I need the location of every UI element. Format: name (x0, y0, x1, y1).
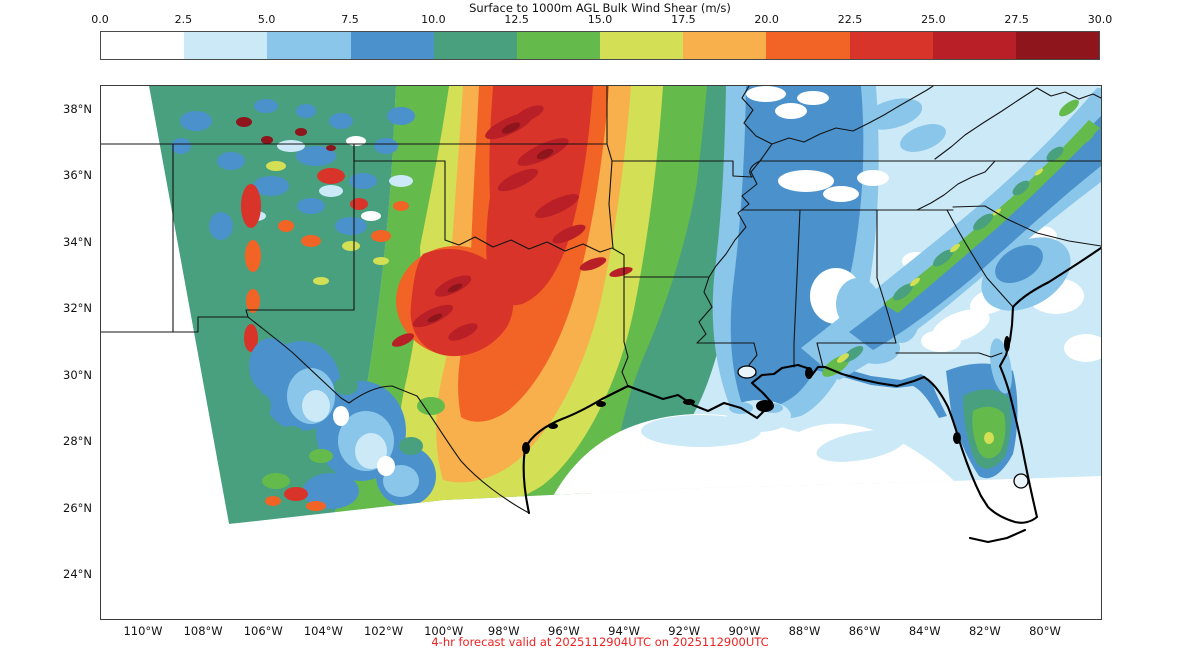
x-tick-label: 92°W (668, 624, 701, 638)
colorbar-tick-label: 25.0 (921, 13, 946, 26)
y-tick-label: 26°N (63, 500, 92, 515)
x-tick-label: 96°W (548, 624, 580, 638)
coastline (522, 246, 1101, 544)
y-tick-label: 28°N (63, 434, 92, 449)
colorbar-tick-label: 2.5 (174, 13, 193, 26)
x-tick-label: 104°W (303, 624, 343, 638)
colorbar-tick-label: 17.5 (671, 13, 696, 26)
x-tick-label: 110°W (123, 624, 163, 638)
x-tick-label: 86°W (848, 624, 881, 638)
x-tick-label: 98°W (487, 624, 520, 638)
colorbar-segment (932, 32, 1016, 59)
colorbar-tick-label: 30.0 (1087, 13, 1113, 26)
y-tick-label: 32°N (63, 301, 92, 316)
plot-title: Surface to 1000m AGL Bulk Wind Shear (m/… (469, 1, 731, 15)
x-tick-label: 102°W (363, 624, 404, 638)
x-tick-label: 82°W (968, 624, 1001, 638)
x-tick-label: 80°W (1029, 624, 1061, 638)
colorbar-tick-label: 10.0 (421, 13, 446, 26)
colorbar-tick-label: 5.0 (257, 13, 276, 26)
y-tick-label: 34°N (63, 234, 92, 249)
x-tick-label: 100°W (424, 624, 464, 638)
colorbar-segment (350, 32, 434, 59)
y-tick-label: 24°N (63, 567, 92, 581)
colorbar-segment (433, 32, 517, 59)
x-tick-label: 94°W (608, 624, 640, 638)
colorbar-segment (184, 32, 268, 59)
x-tick-label: 106°W (243, 624, 283, 638)
y-tick-label: 36°N (63, 168, 92, 183)
x-tick-label: 108°W (183, 624, 223, 638)
colorbar-segment (683, 32, 767, 59)
state-borders (101, 86, 1101, 514)
colorbar-tick-label: 0.0 (91, 13, 109, 26)
colorbar-segment (766, 32, 850, 59)
y-tick-label: 30°N (63, 367, 92, 382)
colorbar-tick-labels: 0.0 2.5 5.0 7.5 10.0 12.5 15.0 17.5 20.0 22.5 25.0… (91, 13, 1112, 27)
colorbar-segment (516, 32, 601, 59)
colorbar (100, 31, 1100, 60)
y-tick-label: 38°N (63, 102, 92, 116)
colorbar-tick-label: 20.0 (754, 13, 779, 26)
colorbar-tick-label: 27.5 (1004, 13, 1029, 26)
map-canvas (101, 86, 1101, 544)
x-tick-label: 88°W (788, 624, 821, 638)
x-tick-label: 84°W (908, 624, 941, 638)
plot-area (100, 85, 1102, 620)
colorbar-tick-label: 7.5 (341, 13, 359, 26)
colorbar-tick-label: 15.0 (587, 13, 613, 26)
colorbar-segment (849, 32, 933, 59)
colorbar-segment (1015, 32, 1100, 59)
colorbar-tick-label: 12.5 (504, 13, 529, 26)
forecast-valid-caption: 4-hr forecast valid at 2025112904UTC on … (431, 635, 769, 649)
colorbar-segment (600, 32, 684, 59)
x-tick-label: 90°W (728, 624, 761, 638)
colorbar-segment (267, 32, 351, 59)
colorbar-tick-label: 22.5 (837, 13, 863, 26)
colorbar-segment (101, 32, 185, 59)
